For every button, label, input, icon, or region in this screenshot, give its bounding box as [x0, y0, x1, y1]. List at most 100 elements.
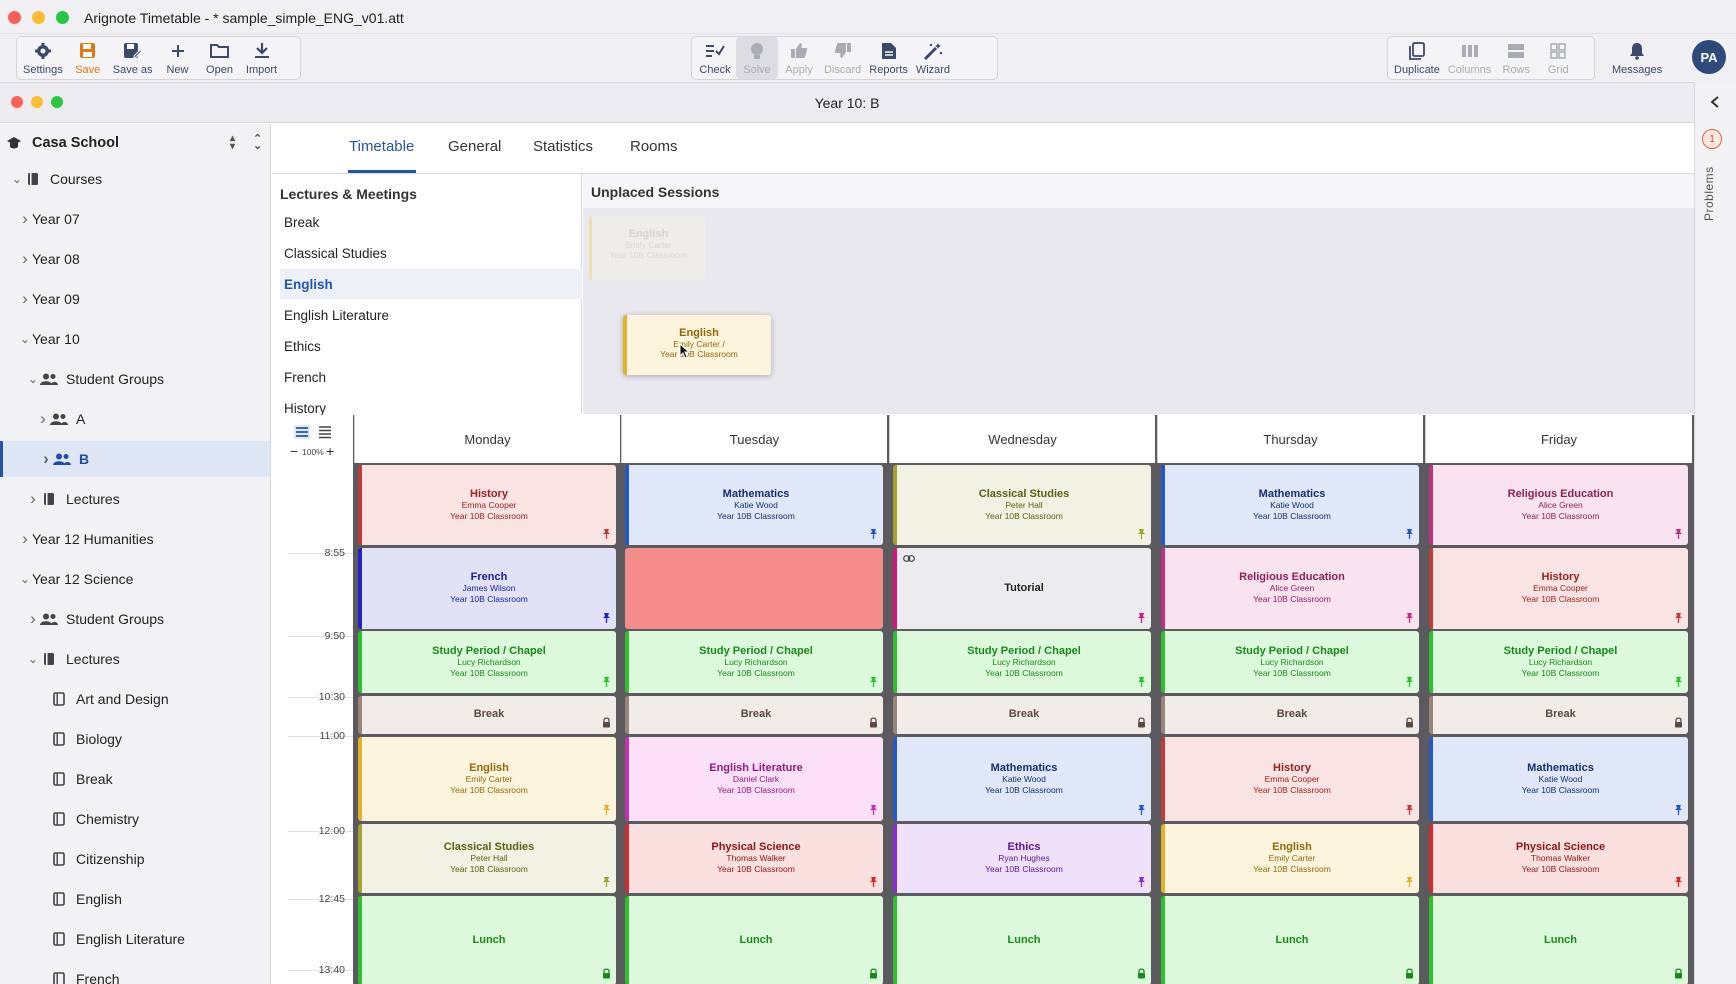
pin-icon[interactable]	[1137, 528, 1146, 542]
pin-icon[interactable]	[869, 876, 878, 890]
pin-icon[interactable]	[1137, 804, 1146, 818]
open-button[interactable]: Open	[199, 37, 241, 79]
chevron-right-icon[interactable]: ›	[30, 609, 36, 628]
session-mathematics[interactable]: Mathematics Katie Wood Year 10B Classroom	[1161, 465, 1419, 545]
pin-icon[interactable]	[602, 876, 611, 890]
lecture-item[interactable]: History	[284, 400, 327, 416]
session-study-period-chapel[interactable]: Study Period / Chapel Lucy Richardson Year…	[1161, 631, 1419, 693]
tab-rooms[interactable]: Rooms	[630, 138, 678, 155]
session-mathematics[interactable]: Mathematics Katie Wood Year 10B Classroom	[625, 465, 883, 545]
pin-icon[interactable]	[1137, 676, 1146, 690]
pin-icon[interactable]	[1674, 804, 1683, 818]
session-lunch[interactable]: Lunch	[1161, 896, 1419, 984]
pin-icon[interactable]	[602, 676, 611, 690]
chevron-right-icon[interactable]: ›	[40, 409, 46, 428]
pin-icon[interactable]	[869, 676, 878, 690]
pin-icon[interactable]	[1405, 528, 1414, 542]
session-study-period-chapel[interactable]: Study Period / Chapel Lucy Richardson Year…	[358, 631, 616, 693]
chevron-down-icon[interactable]: ⌄	[11, 172, 23, 186]
chevron-down-icon[interactable]: ⌄	[27, 652, 39, 666]
tree-item[interactable]: English Literature	[0, 921, 270, 957]
pin-icon[interactable]	[1674, 876, 1683, 890]
session-mathematics[interactable]: Mathematics Katie Wood Year 10B Classroom	[893, 737, 1151, 821]
chevron-right-icon[interactable]: ›	[30, 489, 36, 508]
lecture-item[interactable]: Classical Studies	[284, 245, 387, 261]
problems-panel-label[interactable]: Problems	[1702, 166, 1716, 221]
pin-icon[interactable]	[602, 804, 611, 818]
tree-item[interactable]: Art and Design	[0, 681, 270, 717]
tree-item[interactable]: ⌄ Courses	[0, 161, 270, 197]
session-break[interactable]: Break	[358, 696, 616, 734]
collapse-all-icon[interactable]: ⌃ ⌄	[253, 133, 263, 152]
lecture-item[interactable]: Ethics	[284, 338, 321, 354]
apply-button[interactable]: Apply	[778, 37, 820, 79]
session-lunch[interactable]: Lunch	[358, 896, 616, 984]
session-tutorial[interactable]: Tutorial	[893, 548, 1151, 629]
chevron-right-icon[interactable]: ›	[43, 449, 49, 468]
dragged-session-card[interactable]: English Emily Carter / Year 10B Classroo…	[623, 315, 771, 375]
tree-item[interactable]: › Lectures	[0, 481, 270, 517]
chevron-right-icon[interactable]: ›	[22, 209, 28, 228]
school-selector[interactable]: Casa School ▴ ▾ ⌃ ⌄	[0, 125, 270, 161]
session-religious-education[interactable]: Religious Education Alice Green Year 10B C…	[1429, 465, 1688, 545]
session-break[interactable]: Break	[1161, 696, 1419, 734]
session-classical-studies[interactable]: Classical Studies Peter Hall Year 10B Clas…	[358, 824, 616, 893]
close-doc-button[interactable]	[11, 96, 23, 108]
session-english[interactable]: English Emily Carter Year 10B Classroom	[1161, 824, 1419, 893]
session-lunch[interactable]: Lunch	[893, 896, 1151, 984]
session-physical-science[interactable]: Physical Science Thomas Walker Year 10B Cl…	[625, 824, 883, 893]
problems-count-badge[interactable]: 1	[1702, 129, 1722, 149]
session-lunch[interactable]: Lunch	[1429, 896, 1688, 984]
new-button[interactable]: New	[157, 37, 199, 79]
session-english[interactable]: English Emily Carter Year 10B Classroom	[358, 737, 616, 821]
discard-button[interactable]: Discard	[820, 37, 865, 79]
chevron-right-icon[interactable]: ›	[22, 529, 28, 548]
session-study-period-chapel[interactable]: Study Period / Chapel Lucy Richardson Year…	[893, 631, 1151, 693]
session-break[interactable]: Break	[625, 696, 883, 734]
session-classical-studies[interactable]: Classical Studies Peter Hall Year 10B Clas…	[893, 465, 1151, 545]
maximize-window-button[interactable]	[56, 11, 69, 24]
tree-item[interactable]: ⌄ Student Groups	[0, 361, 270, 397]
pin-icon[interactable]	[1405, 876, 1414, 890]
chevron-down-icon[interactable]: ⌄	[19, 332, 31, 346]
pin-icon[interactable]	[869, 804, 878, 818]
tree-item[interactable]: Break	[0, 761, 270, 797]
pin-icon[interactable]	[1405, 612, 1414, 626]
minimize-window-button[interactable]	[32, 11, 45, 24]
session-lunch[interactable]: Lunch	[625, 896, 883, 984]
tree-item[interactable]: Biology	[0, 721, 270, 757]
tree-item[interactable]: Chemistry	[0, 801, 270, 837]
save-button[interactable]: Save	[67, 37, 109, 79]
zoom-out-button[interactable]: −	[290, 443, 299, 459]
tab-statistics[interactable]: Statistics	[533, 138, 594, 155]
tree-item[interactable]: French	[0, 961, 270, 984]
pin-icon[interactable]	[869, 528, 878, 542]
chevron-left-icon[interactable]	[1710, 96, 1720, 108]
chevron-down-icon[interactable]: ⌄	[27, 372, 39, 386]
wizard-button[interactable]: Wizard	[912, 37, 954, 79]
tree-item[interactable]: › B	[0, 441, 270, 477]
pin-icon[interactable]	[1674, 676, 1683, 690]
reports-button[interactable]: Reports	[865, 37, 912, 79]
session-french[interactable]: French James Wilson Year 10B Classroom	[358, 548, 616, 629]
compact-view-icon[interactable]	[318, 425, 332, 439]
tree-item[interactable]: › Year 12 Humanities	[0, 521, 270, 557]
session-study-period-chapel[interactable]: Study Period / Chapel Lucy Richardson Year…	[625, 631, 883, 693]
tree-item[interactable]: Citizenship	[0, 841, 270, 877]
pin-icon[interactable]	[1137, 876, 1146, 890]
rows-button[interactable]: Rows	[1495, 37, 1537, 79]
chevron-down-icon[interactable]: ⌄	[19, 572, 31, 586]
tree-item[interactable]: › Year 09	[0, 281, 270, 317]
save-as-button[interactable]: Save as	[109, 37, 157, 79]
tree-item[interactable]: ⌄ Year 10	[0, 321, 270, 357]
session-english-literature[interactable]: English Literature Daniel Clark Year 10B C…	[625, 737, 883, 821]
chevron-right-icon[interactable]: ›	[22, 289, 28, 308]
pin-icon[interactable]	[1405, 804, 1414, 818]
tree-item[interactable]: › Year 07	[0, 201, 270, 237]
session-ethics[interactable]: Ethics Ryan Hughes Year 10B Classroom	[893, 824, 1151, 893]
duplicate-button[interactable]: Duplicate	[1390, 37, 1444, 79]
zoom-in-button[interactable]: +	[326, 443, 335, 459]
user-avatar[interactable]: PA	[1692, 40, 1726, 74]
list-view-icon[interactable]	[294, 425, 310, 439]
import-button[interactable]: Import	[241, 37, 283, 79]
